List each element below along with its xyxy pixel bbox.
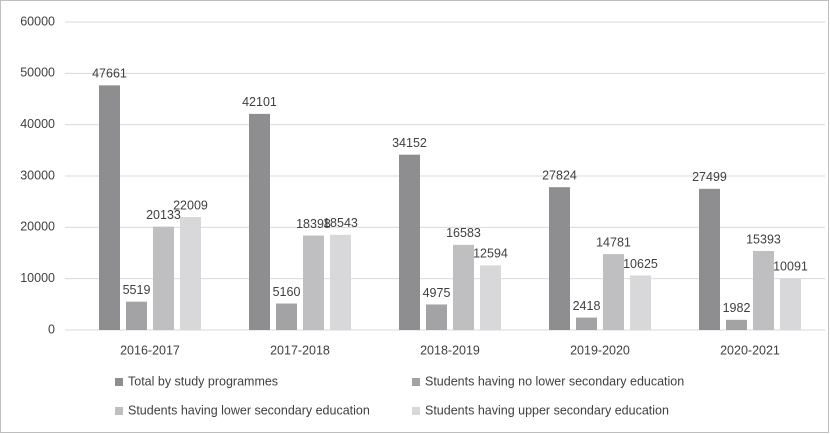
- bar: [126, 301, 147, 330]
- data-label: 16583: [446, 226, 481, 240]
- bar: [699, 188, 720, 330]
- bar: [753, 250, 774, 330]
- legend-swatch: [412, 407, 420, 415]
- data-label: 5519: [123, 283, 151, 297]
- data-label: 14781: [596, 235, 631, 249]
- legend-swatch: [115, 378, 123, 386]
- bar: [549, 187, 570, 330]
- data-label: 5160: [273, 285, 301, 299]
- legend-swatch: [115, 407, 123, 415]
- bar: [180, 217, 201, 330]
- bar: [780, 278, 801, 330]
- x-tick-label: 2017-2018: [270, 343, 330, 357]
- data-label: 27824: [542, 168, 577, 182]
- data-label: 42101: [242, 95, 277, 109]
- data-label: 47661: [92, 67, 127, 81]
- bar: [330, 234, 351, 330]
- legend-label: Total by study programmes: [128, 374, 278, 388]
- bar: [303, 235, 324, 330]
- data-label: 15393: [746, 232, 781, 246]
- y-tick-label: 30000: [20, 168, 55, 182]
- data-label: 1982: [723, 301, 751, 315]
- data-label: 22009: [173, 198, 208, 212]
- data-label: 4975: [423, 286, 451, 300]
- bar: [726, 319, 747, 330]
- bar: [249, 113, 270, 330]
- bar: [453, 244, 474, 330]
- x-tick-label: 2019-2020: [570, 343, 630, 357]
- legend-swatch: [412, 378, 420, 386]
- bar: [603, 254, 624, 330]
- bar: [99, 85, 120, 330]
- x-tick-label: 2016-2017: [120, 343, 180, 357]
- bar: [153, 226, 174, 330]
- y-tick-label: 40000: [20, 117, 55, 131]
- legend-label: Students having no lower secondary educa…: [425, 374, 684, 388]
- x-tick-label: 2018-2019: [420, 343, 480, 357]
- legend-label: Students having lower secondary educatio…: [128, 403, 370, 417]
- data-label: 18543: [323, 216, 358, 230]
- data-label: 27499: [692, 170, 727, 184]
- bar: [480, 265, 501, 330]
- x-tick-label: 2020-2021: [720, 343, 780, 357]
- y-tick-label: 50000: [20, 66, 55, 80]
- bar: [399, 154, 420, 330]
- data-label: 20133: [146, 208, 181, 222]
- data-label: 10091: [773, 259, 808, 273]
- data-label: 12594: [473, 247, 508, 261]
- y-tick-label: 0: [48, 322, 55, 336]
- data-label: 34152: [392, 136, 427, 150]
- data-label: 10625: [623, 257, 658, 271]
- bar: [276, 303, 297, 330]
- y-tick-label: 20000: [20, 220, 55, 234]
- legend-label: Students having upper secondary educatio…: [425, 403, 669, 417]
- bar: [576, 317, 597, 330]
- data-label: 18398: [296, 217, 331, 231]
- y-tick-label: 60000: [20, 14, 55, 28]
- bar: [630, 275, 651, 330]
- bar: [426, 304, 447, 330]
- y-tick-label: 10000: [20, 271, 55, 285]
- data-label: 2418: [573, 299, 601, 313]
